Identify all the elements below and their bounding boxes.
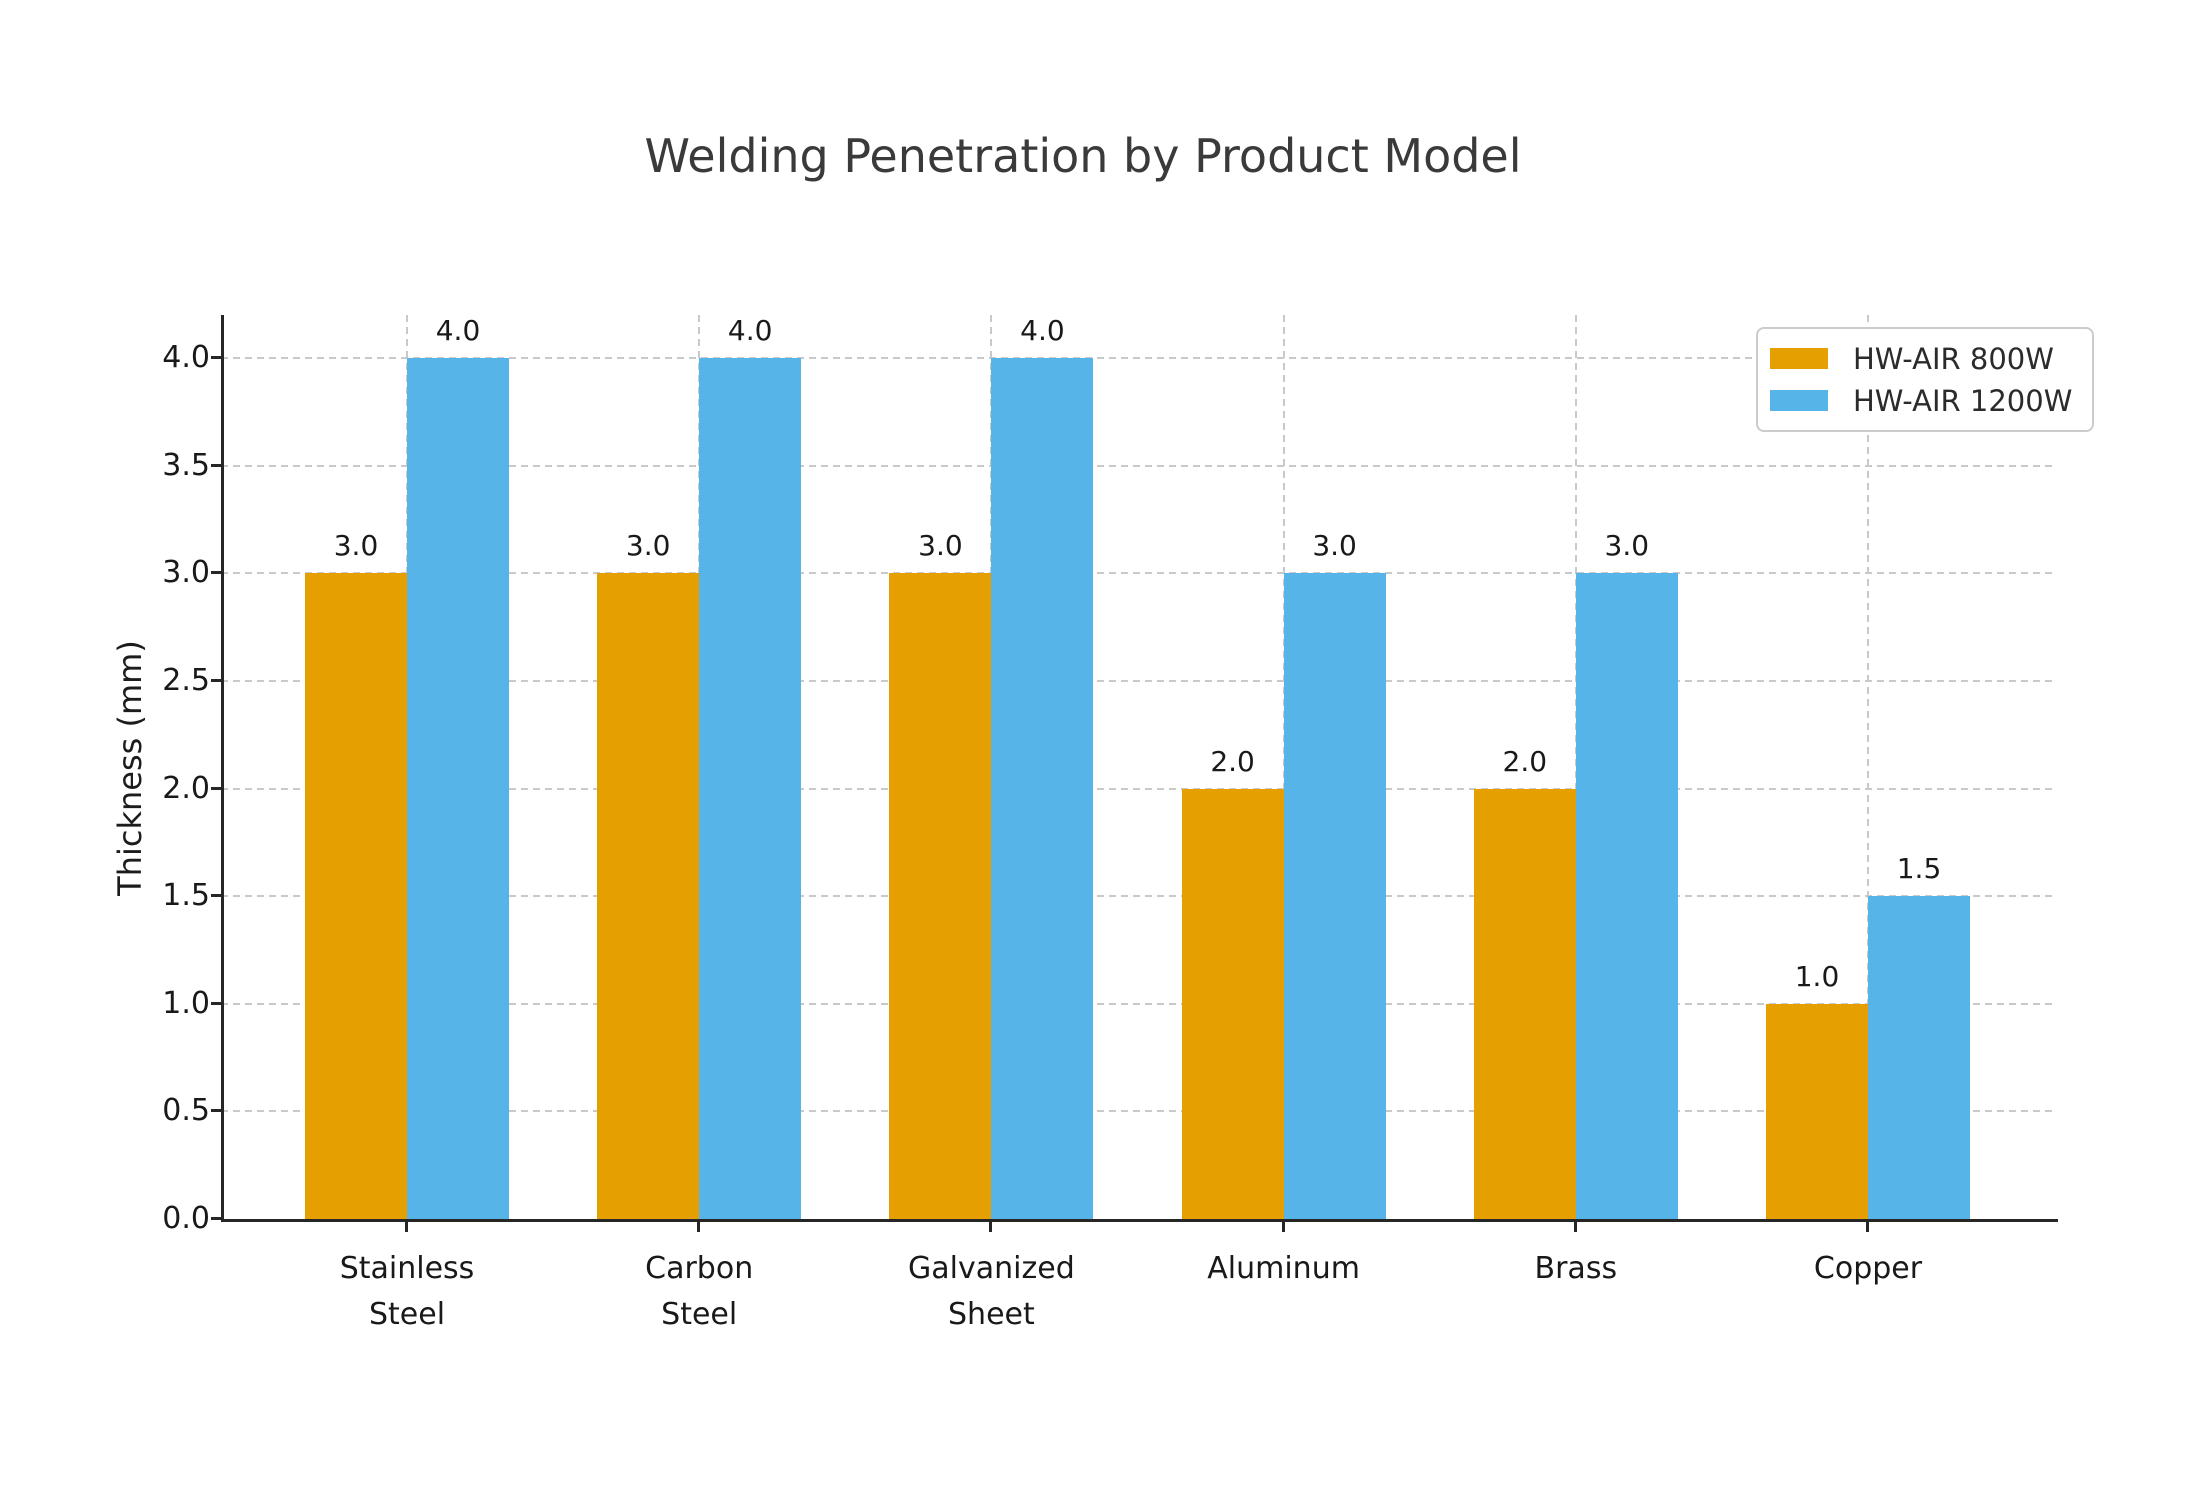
bar-value-label: 2.0 (1210, 744, 1255, 778)
bar (407, 358, 509, 1219)
bar (305, 573, 407, 1219)
bar (1766, 1003, 1868, 1219)
h-gridline (221, 1002, 2055, 1005)
bar-value-label: 3.0 (1604, 529, 1650, 563)
x-category-label: Stainless Steel (257, 1246, 557, 1338)
y-tick-label: 3.5 (162, 447, 210, 483)
legend-swatch-800w (1770, 348, 1828, 369)
x-category-label: Brass (1426, 1246, 1726, 1292)
x-category-label-line: Carbon (645, 1251, 754, 1286)
x-tick (1866, 1222, 1869, 1232)
bar (1868, 896, 1970, 1219)
x-category-label-line: Sheet (948, 1297, 1035, 1332)
bar (889, 573, 992, 1219)
h-gridline (221, 1110, 2055, 1113)
bar (699, 358, 802, 1219)
y-tick-label: 1.5 (162, 878, 210, 914)
bar-value-label: 2.0 (1502, 744, 1548, 778)
legend-item-800w: HW-AIR 800W (1770, 340, 2072, 377)
x-tick (405, 1222, 408, 1232)
bar-value-label: 1.0 (1794, 959, 1840, 993)
bar (1575, 573, 1678, 1219)
h-gridline (221, 464, 2055, 467)
bar (1283, 573, 1386, 1219)
y-axis-line (221, 315, 224, 1222)
bar-value-label: 3.0 (918, 529, 963, 563)
x-category-label-line: Stainless (339, 1251, 475, 1286)
h-gridline (221, 357, 2055, 360)
bar-value-label: 4.0 (727, 314, 773, 348)
y-tick-label: 1.0 (162, 985, 210, 1021)
y-axis-title: Thickness (mm) (111, 640, 149, 896)
bar-value-label: 3.0 (625, 529, 671, 563)
bar (991, 358, 1094, 1219)
x-category-label: Aluminum (1134, 1246, 1434, 1292)
x-category-label-line: Brass (1534, 1251, 1618, 1286)
bar (1181, 788, 1284, 1219)
x-category-label-line: Galvanized (908, 1251, 1075, 1286)
y-tick (211, 571, 221, 575)
bar-value-label: 4.0 (435, 314, 481, 348)
x-category-label-line: Aluminum (1207, 1251, 1360, 1286)
bar-value-label: 3.0 (1312, 529, 1357, 563)
y-tick (211, 1109, 221, 1113)
bar (1473, 788, 1576, 1219)
x-category-label: Carbon Steel (549, 1246, 849, 1338)
x-category-label-line: Steel (368, 1297, 446, 1332)
legend-label-1200w: HW-AIR 1200W (1853, 383, 2073, 418)
x-tick (1573, 1222, 1577, 1232)
legend-item-1200w: HW-AIR 1200W (1770, 382, 2072, 419)
y-tick-label: 0.0 (162, 1201, 210, 1236)
h-gridline (221, 895, 2055, 898)
y-tick (211, 678, 221, 682)
y-tick (211, 463, 221, 467)
legend: HW-AIR 800W HW-AIR 1200W (1756, 327, 2095, 432)
x-axis-line (221, 1219, 2058, 1222)
chart-title: Welding Penetration by Product Model (644, 129, 1522, 183)
y-tick-label: 4.0 (162, 340, 210, 376)
legend-label-800w: HW-AIR 800W (1853, 341, 2054, 376)
x-tick (989, 1222, 993, 1232)
y-tick-label: 3.0 (162, 555, 210, 591)
y-tick-label: 2.5 (162, 662, 210, 698)
y-tick-label: 2.0 (162, 770, 210, 806)
y-tick (211, 1001, 221, 1005)
x-tick (697, 1222, 701, 1232)
h-gridline (221, 679, 2055, 682)
x-tick (1281, 1222, 1285, 1232)
bar-value-label: 4.0 (1020, 314, 1065, 348)
h-gridline (221, 787, 2055, 790)
y-tick-label: 0.5 (162, 1093, 210, 1129)
x-category-label: Copper (1718, 1246, 2018, 1292)
x-category-label-line: Copper (1813, 1251, 1923, 1286)
y-tick (211, 894, 221, 898)
bar (597, 573, 700, 1219)
bar-value-label: 1.5 (1896, 852, 1942, 886)
h-gridline (221, 572, 2055, 575)
x-category-label-line: Steel (661, 1297, 738, 1332)
y-tick (211, 356, 221, 360)
legend-swatch-1200w (1770, 390, 1828, 411)
y-tick (211, 1217, 221, 1220)
x-category-label: Galvanized Sheet (841, 1246, 1141, 1338)
v-gridline (1867, 315, 1869, 1219)
y-tick (211, 786, 221, 790)
bar-value-label: 3.0 (333, 529, 379, 563)
